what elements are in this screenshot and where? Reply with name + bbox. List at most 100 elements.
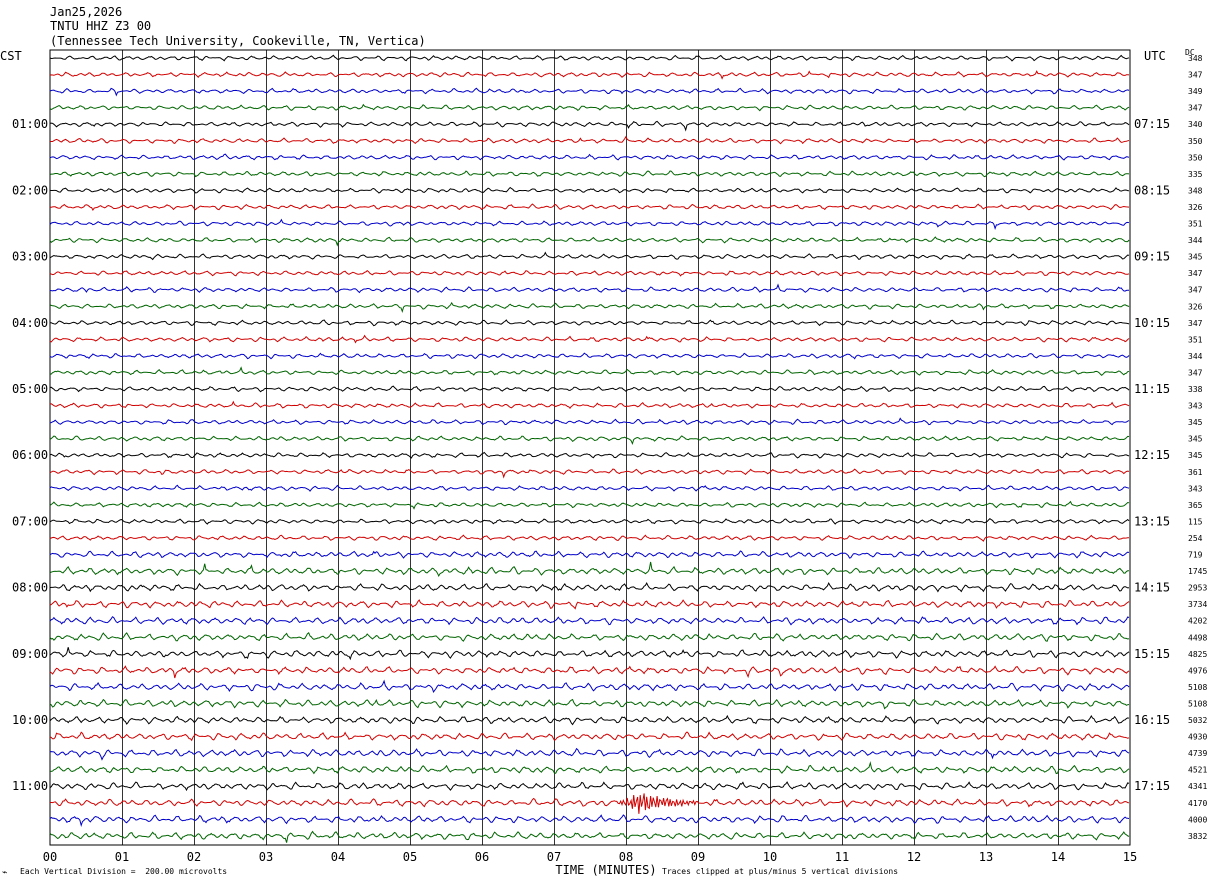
x-tick-label: 13 [979,850,993,864]
dc-offset-label: 4521 [1188,766,1207,775]
header-station: TNTU HHZ Z3 00 [50,19,152,33]
dc-offset-label: 347 [1188,286,1203,295]
dc-offset-label: 343 [1188,402,1203,411]
left-hour-label: 02:00 [12,183,48,197]
trace-line [49,385,1130,393]
dc-offset-label: 5108 [1188,683,1207,692]
trace-line [49,550,1130,559]
trace-line [49,170,1130,178]
trace-line [49,632,1130,642]
dc-offset-label: 5108 [1188,699,1207,708]
trace-line [50,793,1130,814]
dc-offset-label: 5032 [1188,716,1207,725]
trace-line [49,581,1130,593]
trace-line [49,665,1130,679]
x-tick-label: 06 [475,850,489,864]
x-tick-label: 11 [835,850,849,864]
trace-line [49,236,1130,247]
left-hour-label: 11:00 [12,779,48,793]
trace-line [49,270,1130,277]
trace-line [49,352,1130,360]
trace-line [49,468,1130,479]
trace-line [49,203,1130,211]
trace-line [49,761,1130,775]
x-tick-label: 03 [259,850,273,864]
trace-line [49,319,1130,327]
left-zone-label: CST [0,49,22,63]
right-hour-label: 13:15 [1134,514,1170,528]
dc-offset-label: 4825 [1188,650,1207,659]
right-hour-label: 10:15 [1134,316,1170,330]
right-hour-label: 07:15 [1134,117,1170,131]
dc-offset-label: 347 [1188,319,1203,328]
trace-line [49,451,1130,459]
trace-line [49,283,1129,294]
trace-line [49,153,1130,161]
trace-line [49,54,1130,62]
trace-line [49,814,1130,828]
dc-offset-label: 338 [1188,385,1203,394]
dc-offset-label: 347 [1188,71,1203,80]
right-zone-label: UTC [1144,49,1166,63]
dc-offset-label: 350 [1188,137,1203,146]
dc-offset-label: 4202 [1188,617,1207,626]
trace-line [49,186,1130,194]
trace-line [49,500,1130,510]
left-hour-label: 04:00 [12,316,48,330]
trace-line [49,698,1130,710]
dc-offset-label: 115 [1188,517,1203,526]
dc-offset-label: 345 [1188,418,1203,427]
trace-line [49,366,1130,376]
trace-line [49,534,1129,542]
dc-offset-label: 254 [1188,534,1203,543]
plot-frame [49,49,1131,846]
dc-offset-label: 4000 [1188,815,1207,824]
right-hour-label: 14:15 [1134,581,1170,595]
x-tick-label: 14 [1051,850,1065,864]
dc-offset-label: 347 [1188,104,1203,113]
x-tick-label: 07 [547,850,561,864]
x-tick-label: 09 [691,850,705,864]
x-tick-label: 12 [907,850,921,864]
trace-line [49,334,1130,344]
left-hour-label: 09:00 [12,647,48,661]
trace-line [49,518,1130,525]
x-tick-label: 04 [331,850,345,864]
dc-offset-label: 348 [1188,54,1203,63]
trace-line [50,135,1130,145]
trace-line [49,830,1130,843]
clip-note: Traces clipped at plus/minus 5 vertical … [662,867,899,876]
trace-line [49,714,1130,726]
x-tick-label: 05 [403,850,417,864]
right-hour-label: 11:15 [1134,382,1170,396]
trace-line [49,103,1130,112]
dc-offset-label: 365 [1188,501,1203,510]
dc-offset-label: 344 [1188,236,1203,245]
x-tick-label: 00 [43,850,57,864]
dc-offset-label: 3832 [1188,832,1207,841]
trace-line [49,731,1130,742]
dc-offset-label: 4341 [1188,782,1207,791]
left-hour-label: 03:00 [12,250,48,264]
dc-offset-label: 326 [1188,302,1203,311]
trace-line [49,561,1130,577]
dc-offset-label: 2953 [1188,584,1207,593]
corner-mark: ⌁ [2,868,8,878]
x-tick-label: 01 [115,850,129,864]
dc-offset-label: 719 [1188,551,1203,560]
trace-line [49,616,1130,626]
dc-offset-label: 349 [1188,87,1203,96]
left-hour-label: 05:00 [12,382,48,396]
left-hour-label: 06:00 [12,448,48,462]
left-hour-label: 01:00 [12,117,48,131]
dc-offset-label: 345 [1188,253,1203,262]
trace-line [49,679,1130,693]
dc-offset-label: 348 [1188,186,1203,195]
dc-offset-label: 344 [1188,352,1203,361]
dc-offset-label: 326 [1188,203,1203,212]
right-hour-label: 12:15 [1134,448,1170,462]
trace-line [49,218,1130,230]
trace-line [49,70,1130,80]
trace-line [49,400,1130,409]
